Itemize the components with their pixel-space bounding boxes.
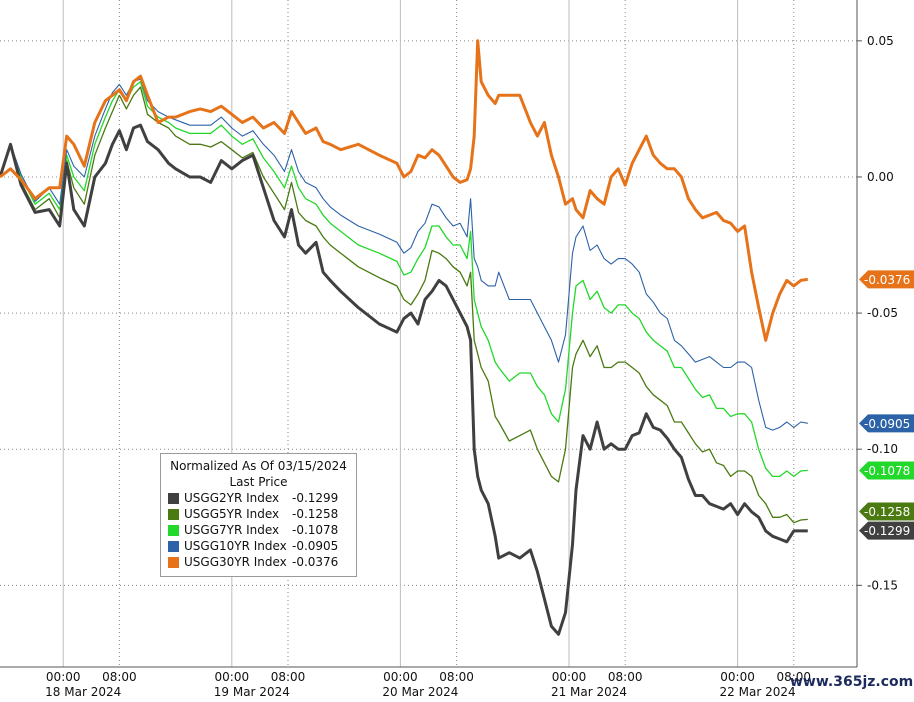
x-tick-label-4: 00:00 [383, 670, 418, 684]
x-tick-label-7: 08:00 [608, 670, 643, 684]
legend-value-4: -0.0376 [292, 555, 339, 569]
legend-value-3: -0.0905 [292, 539, 339, 553]
legend-value-1: -0.1258 [292, 507, 339, 521]
legend-swatch-3 [168, 540, 179, 552]
x-day-label-0: 18 Mar 2024 [45, 685, 121, 698]
series-line-0 [0, 123, 808, 636]
x-tick-label-3: 08:00 [271, 670, 306, 684]
legend-swatch-0 [168, 492, 179, 504]
badge-usgg10yr: -0.0905 [859, 414, 914, 433]
x-tick-label-9: 08:00 [776, 670, 811, 684]
legend-item-2: USGG7YR Index -0.1078 [161, 522, 356, 538]
badge-usgg5yr-shape [859, 502, 914, 521]
legend-name-0: USGG2YR Index [184, 491, 280, 505]
badge-usgg30yr: -0.0376 [859, 270, 914, 289]
legend-name-2: USGG7YR Index [184, 523, 280, 537]
y-tick-label-4: -0.15 [867, 578, 898, 592]
badge-usgg7yr-shape [859, 461, 914, 480]
legend-name-3: USGG10YR Index [184, 539, 287, 553]
legend-swatch-4 [168, 556, 179, 568]
badge-usgg2yr-shape [859, 521, 914, 540]
x-tick-label-5: 08:00 [439, 670, 474, 684]
badge-usgg2yr: -0.1299 [859, 521, 914, 540]
badge-usgg7yr: -0.1078 [859, 461, 914, 480]
legend-swatch-1 [168, 508, 179, 520]
y-tick-label-3: -0.10 [867, 442, 898, 456]
y-tick-label-0: 0.05 [867, 34, 894, 48]
x-tick-label-1: 08:00 [102, 670, 137, 684]
x-tick-label-0: 00:00 [46, 670, 81, 684]
badge-usgg10yr-shape [859, 414, 914, 433]
badge-usgg10yr-text: -0.0905 [864, 417, 910, 431]
badge-usgg5yr-text: -0.1258 [864, 505, 910, 519]
legend-value-0: -0.1299 [292, 491, 339, 505]
x-day-label-2: 20 Mar 2024 [382, 685, 458, 698]
watermark: www.365jz.com [790, 674, 914, 690]
legend-title: Normalized As Of 03/15/2024 [170, 459, 347, 473]
legend-rows: USGG2YR Index -0.1299 USGG5YR Index -0.1258… [161, 490, 356, 570]
badge-usgg7yr-text: -0.1078 [864, 464, 910, 478]
legend-item-0: USGG2YR Index -0.1299 [161, 490, 356, 506]
legend-name-1: USGG5YR Index [184, 507, 280, 521]
badge-usgg5yr: -0.1258 [859, 502, 914, 521]
legend-name-4: USGG30YR Index [184, 555, 287, 569]
legend-item-1: USGG5YR Index -0.1258 [161, 506, 356, 522]
legend-subtitle: Last Price [229, 475, 288, 489]
x-day-label-1: 19 Mar 2024 [214, 685, 290, 698]
x-day-label-4: 22 Mar 2024 [720, 685, 796, 698]
series-line-1 [0, 86, 808, 524]
series-line-4 [0, 39, 809, 342]
x-tick-label-2: 00:00 [215, 670, 250, 684]
badge-usgg2yr-text: -0.1299 [864, 524, 910, 538]
x-tick-label-6: 00:00 [552, 670, 587, 684]
x-tick-label-8: 00:00 [720, 670, 755, 684]
legend-swatch-2 [168, 524, 179, 536]
y-tick-label-2: -0.05 [867, 306, 898, 320]
x-day-label-3: 21 Mar 2024 [551, 685, 627, 698]
badge-usgg30yr-text: -0.0376 [864, 273, 910, 287]
legend-item-4: USGG30YR Index -0.0376 [161, 554, 356, 570]
y-tick-label-1: 0.00 [867, 170, 894, 184]
legend: Normalized As Of 03/15/2024 Last Price U… [160, 453, 357, 577]
legend-value-2: -0.1078 [292, 523, 339, 537]
badge-usgg30yr-shape [859, 270, 914, 289]
legend-item-3: USGG10YR Index -0.0905 [161, 538, 356, 554]
